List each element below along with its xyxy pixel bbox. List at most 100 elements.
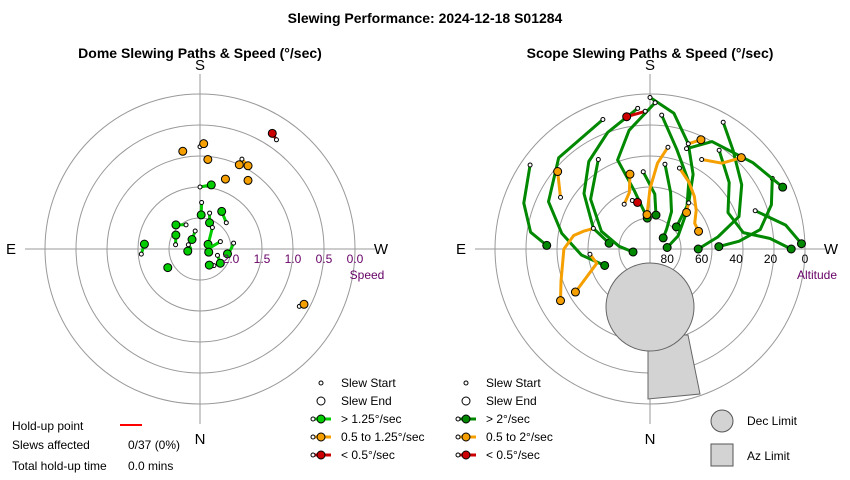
legend-start-marker xyxy=(455,416,461,422)
slew-start-point xyxy=(199,200,205,206)
slew-end-point xyxy=(570,287,580,297)
legend-end-marker xyxy=(316,414,326,424)
slew-end-point xyxy=(163,263,173,273)
slew-path xyxy=(582,107,639,245)
slew-end-point xyxy=(299,299,309,309)
legend-item-label: Slew End xyxy=(341,394,392,408)
legend-item-label: Slew Start xyxy=(486,376,541,390)
legend-start-icon xyxy=(463,380,469,386)
limits-legend: Dec Limit Az Limit xyxy=(710,409,798,467)
slew-start-point xyxy=(197,184,203,190)
slew-start-point xyxy=(558,194,564,200)
slew-path xyxy=(701,156,742,165)
slew-start-point xyxy=(699,157,705,163)
scope-polar-plot: S N E W 80 60 40 20 0 Altitude xyxy=(456,57,839,448)
slew-end-point xyxy=(658,233,668,243)
slew-start-point xyxy=(587,251,593,257)
radial-tick-label: 2.0 xyxy=(223,252,240,266)
slew-end-point xyxy=(196,210,206,220)
slew-end-point xyxy=(696,135,706,145)
slew-end-point xyxy=(139,239,149,249)
slew-end-point xyxy=(183,246,193,256)
slews-affected-label: Slews affected xyxy=(12,438,90,452)
slew-start-point xyxy=(231,240,237,246)
slew-end-point xyxy=(171,220,181,230)
holdup-point-label: Hold-up point xyxy=(12,419,84,433)
slew-end-point xyxy=(694,226,704,236)
slew-start-point xyxy=(207,210,213,216)
legend-start-marker xyxy=(310,434,316,440)
slew-path xyxy=(697,121,744,251)
slew-end-point xyxy=(199,139,209,149)
slew-start-point xyxy=(685,141,691,147)
slew-end-point xyxy=(542,240,552,250)
legend-start-marker xyxy=(310,416,316,422)
az-limit-swatch xyxy=(710,443,734,467)
slew-path xyxy=(522,164,548,247)
slew-end-point xyxy=(600,260,610,270)
slew-end-point xyxy=(736,153,746,163)
radial-tick-label: 0 xyxy=(802,252,809,266)
slew-start-point xyxy=(716,147,722,153)
radial-tick-label: 20 xyxy=(764,252,778,266)
scope-chart-title: Scope Slewing Paths & Speed (°/sec) xyxy=(526,45,774,61)
compass-right-label: W xyxy=(824,241,839,258)
az-limit-label: Az Limit xyxy=(747,449,790,463)
slew-path xyxy=(574,253,599,293)
slew-path xyxy=(678,167,700,232)
dec-limit-swatch xyxy=(710,409,734,433)
slew-start-point xyxy=(652,100,658,106)
legend-start-marker xyxy=(455,452,461,458)
slew-end-point xyxy=(178,146,188,156)
slew-start-point xyxy=(659,112,665,118)
slew-end-point xyxy=(171,230,181,240)
slew-path xyxy=(559,226,594,301)
radial-axis-label: Speed xyxy=(350,268,385,282)
slew-end-point xyxy=(625,169,635,179)
slew-path xyxy=(589,159,634,254)
slew-start-point xyxy=(600,117,606,123)
compass-top-label: S xyxy=(195,57,205,74)
slew-start-point xyxy=(185,242,191,248)
slew-start-point xyxy=(192,228,198,234)
slew-start-point xyxy=(217,239,223,245)
compass-bottom-label: N xyxy=(645,431,656,448)
radial-tick-label: 40 xyxy=(729,252,743,266)
slew-end-point xyxy=(206,180,216,190)
slew-start-point xyxy=(223,220,229,226)
slew-start-point xyxy=(209,225,215,231)
slew-start-point xyxy=(214,252,220,258)
legend-item-label: 0.5 to 2°/sec xyxy=(486,430,553,444)
radial-tick-label: 0.5 xyxy=(316,252,333,266)
slew-path xyxy=(686,140,784,189)
radial-axis-label: Altitude xyxy=(797,268,837,282)
slew-end-point xyxy=(187,235,197,245)
legend-end-marker xyxy=(316,450,326,460)
slew-end-point xyxy=(553,167,563,177)
slew-path xyxy=(717,149,792,251)
slew-end-point xyxy=(220,174,230,184)
legend-start-marker xyxy=(455,434,461,440)
slew-end-point xyxy=(714,242,724,252)
total-holdup-label: Total hold-up time xyxy=(12,459,107,473)
dome-chart-title: Dome Slewing Paths & Speed (°/sec) xyxy=(78,45,322,61)
legend-end-marker xyxy=(461,414,471,424)
legend-end-marker xyxy=(461,432,471,442)
legend-end-icon xyxy=(461,396,471,406)
slew-start-point xyxy=(621,201,627,207)
slew-path xyxy=(718,178,774,249)
slew-end-point xyxy=(204,247,214,257)
slew-end-point xyxy=(234,160,244,170)
slew-end-point xyxy=(243,161,253,171)
dome-legend: Slew Start Slew End > 1.25°/sec 0.5 to 1.25… xyxy=(310,376,425,462)
slew-end-point xyxy=(786,244,796,254)
holdup-point-swatch xyxy=(120,424,142,426)
legend-item-label: Slew Start xyxy=(341,376,396,390)
slew-start-point xyxy=(595,157,601,163)
scope-legend: Slew Start Slew End > 2°/sec 0.5 to 2°/sec <… xyxy=(455,376,553,462)
slew-path xyxy=(622,174,632,205)
radial-tick-label: 0.0 xyxy=(347,252,364,266)
slew-start-point xyxy=(642,108,648,114)
radial-tick-label: 1.5 xyxy=(254,252,271,266)
slew-start-point xyxy=(720,119,726,125)
